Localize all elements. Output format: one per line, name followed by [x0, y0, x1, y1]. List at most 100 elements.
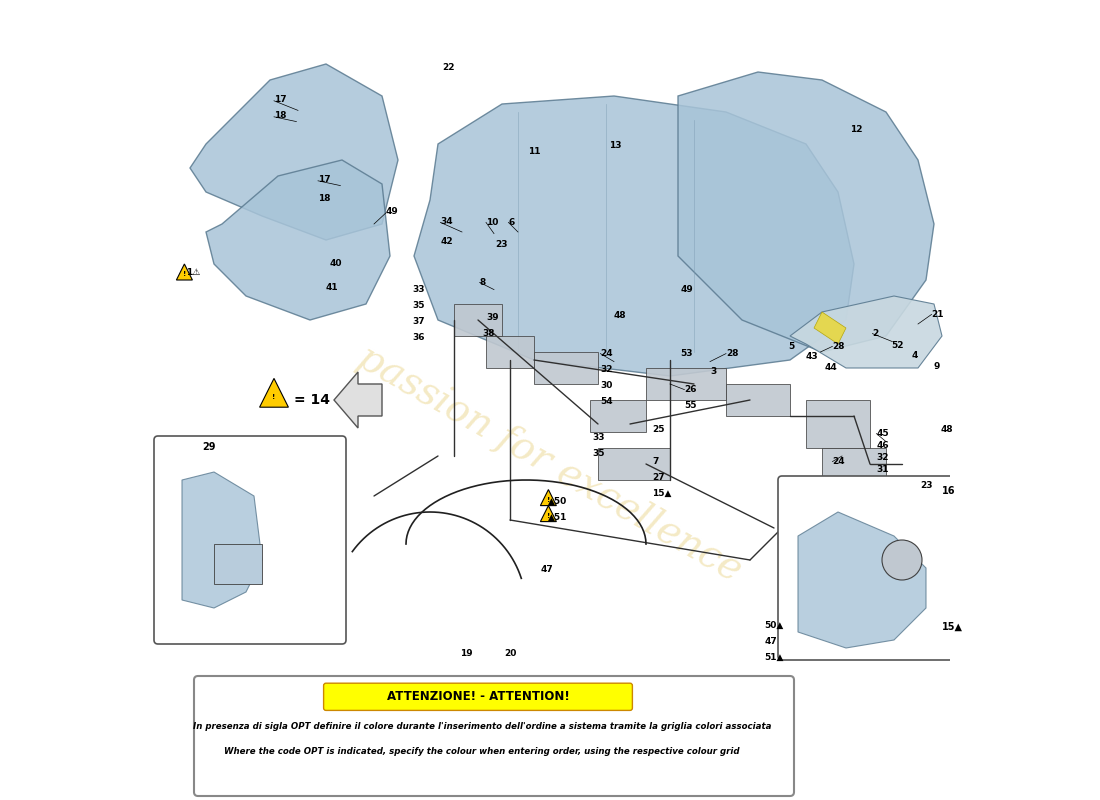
- Polygon shape: [534, 352, 598, 384]
- Text: 53: 53: [681, 349, 693, 358]
- Text: 22: 22: [442, 63, 454, 73]
- Text: 3: 3: [710, 366, 716, 376]
- Text: 6: 6: [508, 218, 515, 227]
- Text: ATTENZIONE! - ATTENTION!: ATTENZIONE! - ATTENTION!: [386, 690, 570, 703]
- Text: !: !: [183, 271, 186, 278]
- Polygon shape: [540, 490, 557, 506]
- Text: 21: 21: [932, 310, 944, 319]
- FancyBboxPatch shape: [194, 676, 794, 796]
- Text: 40: 40: [330, 259, 342, 269]
- Text: !: !: [547, 497, 550, 503]
- Text: 46: 46: [877, 441, 889, 450]
- Text: 18: 18: [318, 194, 330, 203]
- Text: 13: 13: [609, 141, 622, 150]
- Text: 29: 29: [202, 442, 216, 452]
- Polygon shape: [814, 312, 846, 344]
- Text: 37: 37: [412, 317, 425, 326]
- Text: 31: 31: [877, 465, 889, 474]
- Polygon shape: [822, 448, 886, 480]
- Text: 47: 47: [764, 637, 777, 646]
- Polygon shape: [646, 368, 726, 400]
- Text: 9: 9: [934, 362, 940, 371]
- Text: 38: 38: [482, 329, 495, 338]
- Text: 26: 26: [684, 385, 697, 394]
- Text: 35: 35: [412, 301, 425, 310]
- Text: 47: 47: [540, 565, 553, 574]
- Text: 48: 48: [614, 311, 627, 321]
- Polygon shape: [260, 378, 288, 407]
- Text: 12: 12: [850, 125, 862, 134]
- Text: 55: 55: [684, 401, 697, 410]
- Polygon shape: [806, 400, 870, 448]
- Polygon shape: [486, 336, 534, 368]
- Text: 24: 24: [601, 349, 613, 358]
- Text: 1⚠: 1⚠: [186, 267, 200, 277]
- Text: 41: 41: [326, 283, 339, 293]
- Polygon shape: [182, 472, 262, 608]
- Text: 48: 48: [940, 425, 953, 434]
- Text: 32: 32: [601, 365, 613, 374]
- Text: 33: 33: [593, 433, 605, 442]
- Polygon shape: [798, 512, 926, 648]
- Text: !: !: [208, 734, 211, 741]
- Text: 15▲: 15▲: [942, 622, 962, 632]
- Text: 27: 27: [652, 473, 666, 482]
- Text: 44: 44: [824, 362, 837, 372]
- Text: 15▲: 15▲: [652, 489, 672, 498]
- Text: 5: 5: [789, 342, 794, 351]
- Text: 54: 54: [601, 397, 613, 406]
- Polygon shape: [590, 400, 646, 432]
- Text: 35: 35: [593, 449, 605, 458]
- Polygon shape: [199, 723, 221, 746]
- FancyBboxPatch shape: [154, 436, 346, 644]
- Text: 25: 25: [652, 425, 664, 434]
- Polygon shape: [214, 544, 262, 584]
- Text: 7: 7: [652, 457, 659, 466]
- Text: 17: 17: [318, 175, 331, 185]
- Polygon shape: [790, 296, 942, 368]
- Polygon shape: [726, 384, 790, 416]
- FancyBboxPatch shape: [778, 476, 954, 660]
- Circle shape: [882, 540, 922, 580]
- Text: 4: 4: [912, 351, 918, 361]
- Text: = 14: = 14: [294, 393, 330, 407]
- Polygon shape: [454, 304, 502, 336]
- Polygon shape: [678, 72, 934, 352]
- Polygon shape: [176, 264, 192, 280]
- Text: passion for excellence: passion for excellence: [351, 338, 749, 590]
- Polygon shape: [598, 448, 670, 480]
- Text: 10: 10: [486, 218, 498, 227]
- Polygon shape: [540, 506, 557, 522]
- Text: 36: 36: [412, 333, 425, 342]
- Text: 51▲: 51▲: [764, 653, 784, 662]
- FancyArrow shape: [334, 372, 382, 428]
- Text: 11: 11: [528, 147, 541, 157]
- Polygon shape: [206, 160, 390, 320]
- Text: 18: 18: [274, 111, 286, 121]
- Text: !: !: [273, 394, 276, 400]
- Polygon shape: [414, 96, 854, 376]
- Text: 42: 42: [440, 237, 453, 246]
- Text: ▲50: ▲50: [549, 497, 568, 506]
- Text: 24: 24: [833, 457, 845, 466]
- Text: ▲51: ▲51: [549, 513, 568, 522]
- Text: !: !: [547, 513, 550, 519]
- Text: Where the code OPT is indicated, specify the colour when entering order, using t: Where the code OPT is indicated, specify…: [224, 747, 739, 757]
- Text: In presenza di sigla OPT definire il colore durante l'inserimento dell'ordine a : In presenza di sigla OPT definire il col…: [192, 722, 771, 731]
- Text: 2: 2: [872, 329, 879, 338]
- Text: 16: 16: [942, 486, 956, 496]
- Text: 49: 49: [386, 207, 398, 217]
- Text: 34: 34: [440, 217, 453, 226]
- Text: 33: 33: [412, 285, 425, 294]
- Text: 43: 43: [806, 352, 818, 362]
- Text: 19: 19: [461, 649, 473, 658]
- Text: 23: 23: [496, 240, 508, 250]
- Text: 23: 23: [921, 481, 933, 490]
- Text: 45: 45: [877, 429, 889, 438]
- Text: 49: 49: [681, 285, 693, 294]
- Text: 30: 30: [601, 381, 613, 390]
- Text: 28: 28: [726, 349, 738, 358]
- Polygon shape: [190, 64, 398, 240]
- Text: 17: 17: [274, 95, 287, 105]
- Text: 8: 8: [480, 278, 486, 287]
